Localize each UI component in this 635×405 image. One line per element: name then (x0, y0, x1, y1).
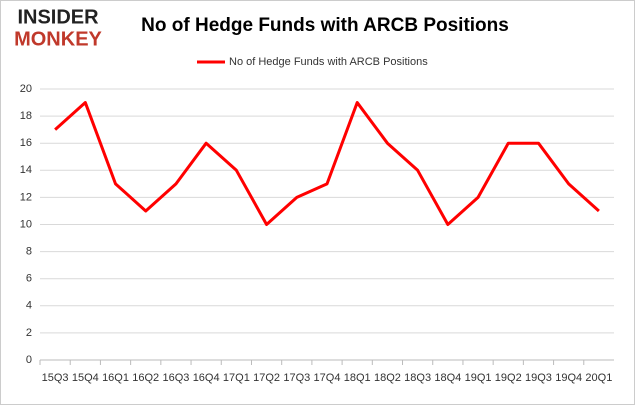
chart-title: No of Hedge Funds with ARCB Positions (141, 15, 509, 36)
y-tick-label: 8 (26, 246, 32, 258)
x-tick-label: 19Q1 (465, 372, 492, 384)
y-tick-label: 14 (20, 164, 32, 176)
y-tick-label: 0 (26, 354, 32, 366)
x-tick-label: 18Q1 (344, 372, 371, 384)
x-tick-label: 16Q3 (162, 372, 189, 384)
y-tick-label: 16 (20, 137, 32, 149)
x-tick-label: 17Q2 (253, 372, 280, 384)
legend-label: No of Hedge Funds with ARCB Positions (229, 56, 428, 68)
logo-top: INSIDER (17, 6, 99, 28)
y-tick-label: 18 (20, 110, 32, 122)
x-tick-label: 19Q4 (555, 372, 582, 384)
x-tick-label: 15Q3 (42, 372, 69, 384)
x-tick-label: 17Q1 (223, 372, 250, 384)
x-tick-label: 15Q4 (72, 372, 99, 384)
y-tick-label: 4 (26, 300, 32, 312)
x-tick-label: 16Q1 (102, 372, 129, 384)
x-tick-label: 17Q4 (314, 372, 341, 384)
x-tick-label: 19Q3 (525, 372, 552, 384)
y-tick-label: 10 (20, 218, 32, 230)
series-line (54, 101, 600, 226)
y-tick-label: 20 (20, 83, 32, 95)
x-tick-label: 20Q1 (585, 372, 612, 384)
x-tick-label: 19Q2 (495, 372, 522, 384)
y-tick-label: 2 (26, 327, 32, 339)
x-tick-label: 18Q3 (404, 372, 431, 384)
x-tick-label: 18Q2 (374, 372, 401, 384)
x-tick-label: 18Q4 (434, 372, 461, 384)
logo-bottom: MONKEY (14, 28, 102, 50)
x-tick-label: 17Q3 (283, 372, 310, 384)
x-tick-label: 16Q2 (132, 372, 159, 384)
x-tick-label: 16Q4 (193, 372, 220, 384)
y-tick-label: 6 (26, 273, 32, 285)
y-tick-label: 12 (20, 191, 32, 203)
